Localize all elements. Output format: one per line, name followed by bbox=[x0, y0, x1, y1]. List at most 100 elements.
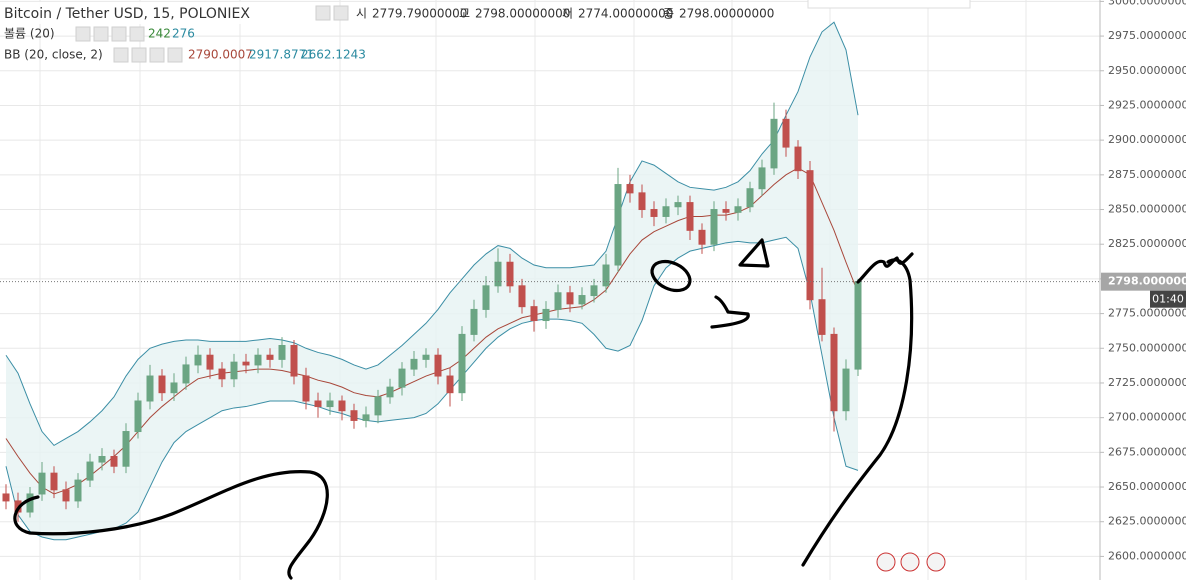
candle-body bbox=[134, 400, 142, 433]
candle-body bbox=[686, 202, 694, 231]
candle-body bbox=[650, 209, 658, 217]
doodle-loop bbox=[13, 469, 329, 580]
candle-body bbox=[218, 368, 226, 380]
candle-body bbox=[470, 308, 478, 335]
candle-body bbox=[530, 306, 538, 322]
candle-body bbox=[230, 361, 238, 380]
candle-body bbox=[2, 493, 10, 502]
candle-body bbox=[50, 472, 58, 491]
candle-body bbox=[326, 400, 334, 408]
candle-body bbox=[806, 170, 814, 301]
volume-value: 242 bbox=[148, 27, 171, 41]
low-label: 저 bbox=[562, 7, 573, 21]
close-value: 2798.00000000 bbox=[679, 7, 774, 21]
candle-body bbox=[62, 489, 70, 502]
candle-body bbox=[710, 209, 718, 245]
candle-body bbox=[590, 285, 598, 297]
y-tick-label: 2775.00000000 bbox=[1108, 307, 1186, 320]
event-icons bbox=[876, 552, 946, 572]
candle-body bbox=[350, 410, 358, 421]
candle-body bbox=[302, 375, 310, 402]
y-tick-label: 2675.00000000 bbox=[1108, 445, 1186, 458]
candle-body bbox=[458, 333, 466, 394]
doodle-eye bbox=[650, 259, 692, 293]
time-label: 01:40 bbox=[1152, 293, 1184, 306]
y-tick-label: 2875.00000000 bbox=[1108, 168, 1186, 181]
icon bbox=[111, 26, 127, 42]
low-value: 2774.00000000 bbox=[578, 7, 673, 21]
candle-body bbox=[674, 202, 682, 208]
candle-body bbox=[638, 192, 646, 211]
candle-body bbox=[566, 292, 574, 305]
candle-body bbox=[854, 281, 862, 370]
candle-body bbox=[170, 382, 178, 394]
candle-body bbox=[578, 295, 586, 305]
open-label: 시 bbox=[356, 7, 367, 21]
candle-body bbox=[146, 375, 154, 402]
icon bbox=[315, 5, 331, 21]
candle-body bbox=[662, 206, 670, 217]
candle-body bbox=[254, 354, 262, 366]
bb-upper: 2917.8771 bbox=[249, 48, 314, 62]
y-tick-label: 2700.00000000 bbox=[1108, 411, 1186, 424]
candle-body bbox=[386, 386, 394, 398]
y-tick-label: 2825.00000000 bbox=[1108, 237, 1186, 250]
candle-body bbox=[86, 461, 94, 481]
icon bbox=[333, 5, 349, 21]
bb-lower: 2662.1243 bbox=[301, 48, 366, 62]
y-tick-label: 2600.00000000 bbox=[1108, 549, 1186, 562]
y-tick-label: 2750.00000000 bbox=[1108, 341, 1186, 354]
candle-body bbox=[830, 333, 838, 412]
icon bbox=[149, 47, 165, 63]
bb-name: BB (20, close, 2) bbox=[4, 48, 103, 62]
candle-body bbox=[518, 285, 526, 308]
candle-body bbox=[122, 431, 130, 467]
candle-body bbox=[194, 354, 202, 366]
icon bbox=[167, 47, 183, 63]
candle-body bbox=[242, 361, 250, 366]
doodle-curve bbox=[801, 258, 914, 567]
y-tick-label: 2625.00000000 bbox=[1108, 515, 1186, 528]
candle-body bbox=[482, 285, 490, 310]
doodles bbox=[13, 238, 914, 580]
candle-body bbox=[266, 354, 274, 360]
candle-body bbox=[494, 261, 502, 287]
volume-name: 볼륨 (20) bbox=[4, 27, 55, 41]
candle-body bbox=[794, 146, 802, 172]
candle-body bbox=[98, 456, 106, 463]
candle-body bbox=[158, 375, 166, 394]
candle-body bbox=[842, 368, 850, 412]
candle-body bbox=[602, 264, 610, 287]
candle-body bbox=[506, 261, 514, 287]
candle-body bbox=[818, 299, 826, 335]
candle-body bbox=[758, 167, 766, 190]
candle-body bbox=[542, 308, 550, 322]
candle-body bbox=[410, 358, 418, 370]
open-value: 2779.79000000 bbox=[372, 7, 467, 21]
band-lower bbox=[5, 236, 859, 541]
candle-body bbox=[782, 118, 790, 148]
band-fill bbox=[6, 22, 858, 540]
candle-body bbox=[698, 229, 706, 245]
candle-body bbox=[446, 375, 454, 394]
y-tick-label: 2725.00000000 bbox=[1108, 376, 1186, 389]
candle-body bbox=[110, 456, 118, 467]
icon bbox=[93, 26, 109, 42]
grid bbox=[0, 0, 1100, 580]
icon bbox=[113, 47, 129, 63]
icon bbox=[75, 26, 91, 42]
candle-body bbox=[362, 414, 370, 421]
candle-body bbox=[182, 364, 190, 384]
last-price-label: 2798.00000000 bbox=[1108, 275, 1186, 288]
candle-body bbox=[422, 354, 430, 360]
y-tick-label: 2950.00000000 bbox=[1108, 64, 1186, 77]
candle-body bbox=[38, 472, 46, 495]
y-tick-label: 2650.00000000 bbox=[1108, 480, 1186, 493]
chart-title: Bitcoin / Tether USD, 15, POLONIEX bbox=[4, 6, 250, 22]
icon bbox=[129, 26, 145, 42]
volume-ma: 276 bbox=[172, 27, 195, 41]
y-tick-label: 2850.00000000 bbox=[1108, 203, 1186, 216]
candle-body bbox=[398, 368, 406, 388]
